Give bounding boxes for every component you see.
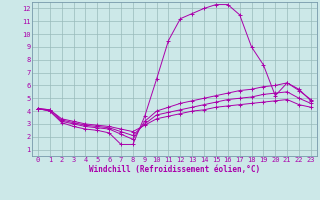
X-axis label: Windchill (Refroidissement éolien,°C): Windchill (Refroidissement éolien,°C) [89,165,260,174]
